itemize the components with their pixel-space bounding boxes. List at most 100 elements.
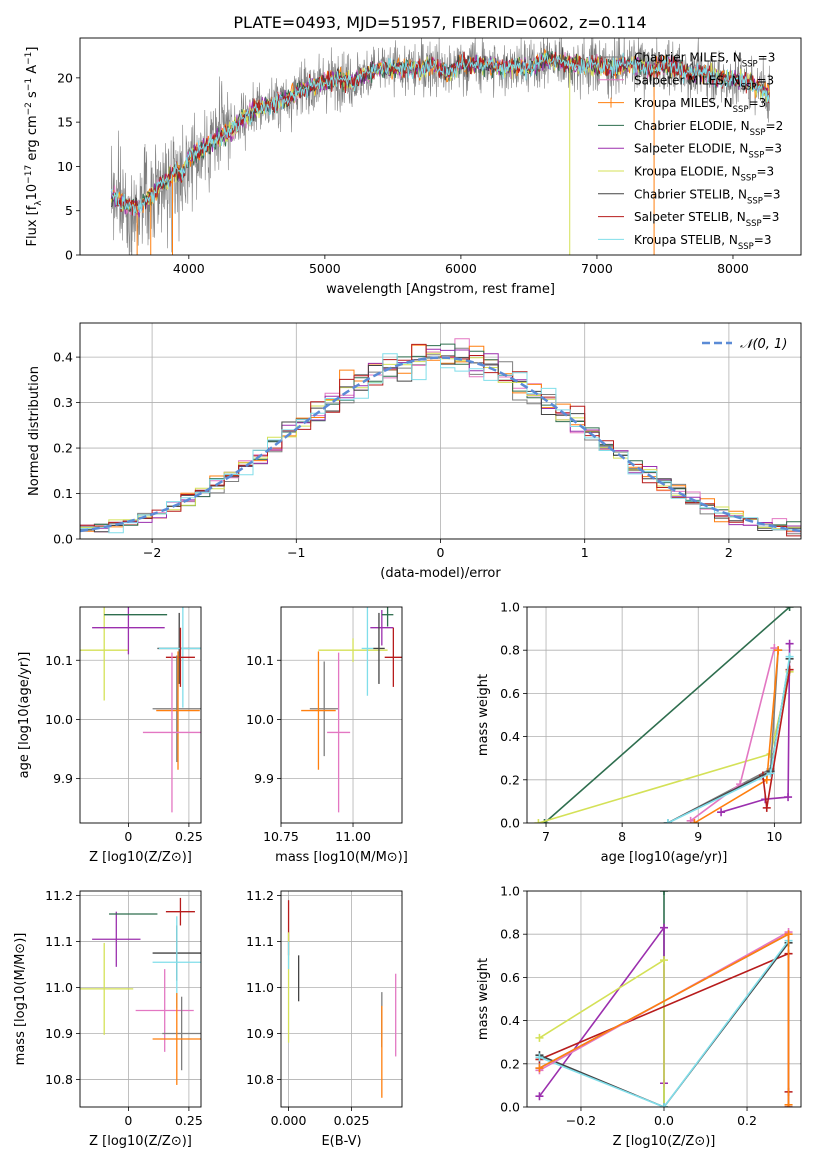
x-tick-label: 0 xyxy=(124,829,132,844)
x-tick-label: 0 xyxy=(437,545,445,560)
errorbar-salpeter_miles xyxy=(135,969,194,1052)
massweight-line-chabrier_stelib xyxy=(539,942,790,1107)
y-axis-label: mass [log10(M/M⊙)] xyxy=(13,933,28,1066)
y-tick-label: 0.6 xyxy=(500,686,520,701)
y-tick-label: 0.0 xyxy=(500,1100,520,1115)
errorbar-salpeter_elodie xyxy=(92,607,165,655)
y-tick-label: 9.9 xyxy=(254,771,274,786)
marker-kroupa_stelib xyxy=(535,1053,544,1062)
marker-kroupa_miles xyxy=(774,646,783,655)
y-tick-label: 0.3 xyxy=(53,395,73,410)
plot-area-massweight_vs_age xyxy=(527,607,801,823)
x-tick-label: 1 xyxy=(581,545,589,560)
y-tick-label: 0.8 xyxy=(500,643,520,658)
normal-curve xyxy=(80,356,801,533)
x-axis-label: Z [log10(Z/Z⊙)] xyxy=(89,850,192,865)
axes-frame xyxy=(526,890,802,1108)
y-tick-label: 1.0 xyxy=(500,884,520,899)
marker-salpeter_elodie xyxy=(785,639,794,648)
axes-frame xyxy=(280,890,403,1108)
errorbar-kroupa_miles xyxy=(156,651,200,770)
errorbar-chabrier_elodie xyxy=(381,607,394,627)
x-tick-label: 6000 xyxy=(445,261,477,276)
y-axis-label: age [log10(age/yr)] xyxy=(17,652,32,779)
x-tick-label: 0.25 xyxy=(175,1113,203,1128)
errorbar-kroupa_stelib xyxy=(361,607,374,696)
y-axis-label: mass weight xyxy=(476,958,491,1040)
y-axis-label: Normed distribution xyxy=(27,366,42,496)
marker-kroupa_elodie xyxy=(660,956,668,965)
massweight-line-chabrier_elodie xyxy=(543,607,791,823)
legend-label-salpeter_elodie: Salpeter ELODIE, NSSP=3 xyxy=(634,142,782,161)
axes-spectrum: 4000 5000 6000 7000 8000 0 5 10 15 20 wavelength [… xyxy=(24,37,802,297)
x-axis-label: Z [log10(Z/Z⊙)] xyxy=(613,1134,716,1149)
x-axis-label: age [log10(age/yr)] xyxy=(601,850,728,865)
y-tick-label: 11.0 xyxy=(45,980,73,995)
y-tick-label: 10.9 xyxy=(246,1026,274,1041)
axes-mass_vs_ebv: 0.000 0.025 10.8 10.9 11.0 11.1 11.2 E(B-V) xyxy=(246,888,403,1149)
errorbar-kroupa_elodie xyxy=(80,942,134,1035)
legend-label-salpeter_miles: Salpeter MILES, NSSP=3 xyxy=(634,73,774,92)
y-tick-label: 11.2 xyxy=(246,888,274,903)
errorbar-kroupa_elodie xyxy=(80,607,129,701)
x-tick-label: 4000 xyxy=(173,261,205,276)
y-tick-label: 10 xyxy=(57,159,73,174)
x-tick-label: 8 xyxy=(618,829,626,844)
legend-label-normal: 𝒩(0, 1) xyxy=(740,337,787,352)
y-tick-label: 15 xyxy=(57,115,73,130)
y-tick-label: 20 xyxy=(57,70,73,85)
marker-salpeter_stelib xyxy=(762,803,771,812)
marker-kroupa_miles xyxy=(535,1064,544,1073)
y-tick-label: 1.0 xyxy=(500,600,520,615)
errorbar-salpeter_elodie xyxy=(92,911,141,967)
y-tick-label: 11.1 xyxy=(45,934,73,949)
x-tick-label: 0.2 xyxy=(737,1113,757,1128)
y-tick-label: 10.1 xyxy=(45,653,73,668)
massweight-line-kroupa_stelib xyxy=(539,940,790,1107)
marker-salpeter_miles xyxy=(686,816,695,823)
errorbar-salpeter_stelib xyxy=(384,627,402,687)
y-tick-label: 9.9 xyxy=(53,771,73,786)
y-axis-label: mass weight xyxy=(476,674,491,756)
y-tick-label: 10.8 xyxy=(45,1072,73,1087)
marker-kroupa_stelib xyxy=(660,1103,668,1107)
plot-area-spectrum xyxy=(110,38,770,255)
x-axis-label: mass [log10(M/M⊙)] xyxy=(275,850,408,865)
plot-area-age_vs_Z xyxy=(80,607,201,823)
x-tick-label: 5000 xyxy=(309,261,341,276)
legend-label-chabrier_elodie: Chabrier ELODIE, NSSP=2 xyxy=(634,119,783,138)
massweight-line-salpeter_elodie xyxy=(720,643,791,813)
axes-frame xyxy=(280,606,403,824)
marker-chabrier_elodie xyxy=(540,819,549,823)
errorbar-chabrier_miles xyxy=(162,996,201,1071)
marker-kroupa_stelib xyxy=(766,769,775,778)
plot-area-age_vs_mass xyxy=(281,607,402,823)
errorbar-salpeter_miles xyxy=(327,652,351,813)
errorbar-kroupa_elodie xyxy=(318,638,388,663)
marker-kroupa_elodie xyxy=(535,1033,544,1042)
x-tick-label: 0.0 xyxy=(654,1113,674,1128)
axes-mass_vs_Z: 0 0.25 10.8 10.9 11.0 11.1 11.2 Z [log10(Z/Z⊙)]… xyxy=(13,888,203,1149)
marker-salpeter_elodie xyxy=(784,793,793,802)
x-tick-label: 10.75 xyxy=(263,829,299,844)
plot-area-mass_vs_Z xyxy=(80,891,201,1107)
marker-chabrier_elodie xyxy=(660,891,668,895)
axes-residuals: −2 −1 0 1 2 0.0 0.1 0.2 0.3 0.4 (data-model)/error… xyxy=(27,322,802,581)
marker-kroupa_elodie xyxy=(534,819,543,823)
x-tick-label: 7 xyxy=(542,829,550,844)
massweight-line-salpeter_miles xyxy=(690,647,776,822)
marker-kroupa_miles xyxy=(784,1100,793,1107)
errorbar-salpeter_miles xyxy=(142,652,201,813)
y-tick-label: 10.0 xyxy=(246,712,274,727)
errorbar-chabrier_miles xyxy=(309,661,339,757)
axes-age_vs_mass: 10.75 11.00 9.9 10.0 10.1 mass [log10(M/M⊙)] xyxy=(246,606,408,865)
y-tick-label: 0.4 xyxy=(500,1013,520,1028)
legend-label-kroupa_elodie: Kroupa ELODIE, NSSP=3 xyxy=(634,165,774,184)
marker-kroupa_stelib xyxy=(785,652,794,661)
x-axis-label: Z [log10(Z/Z⊙)] xyxy=(89,1134,192,1149)
x-tick-label: 2 xyxy=(725,545,733,560)
legend-label-chabrier_stelib: Chabrier STELIB, NSSP=3 xyxy=(634,187,781,206)
x-tick-label: 8000 xyxy=(717,261,749,276)
y-axis-label: Flux [fλ10−17 erg cm−2 s−1 A−1] xyxy=(24,47,44,247)
x-tick-label: −1 xyxy=(287,545,305,560)
